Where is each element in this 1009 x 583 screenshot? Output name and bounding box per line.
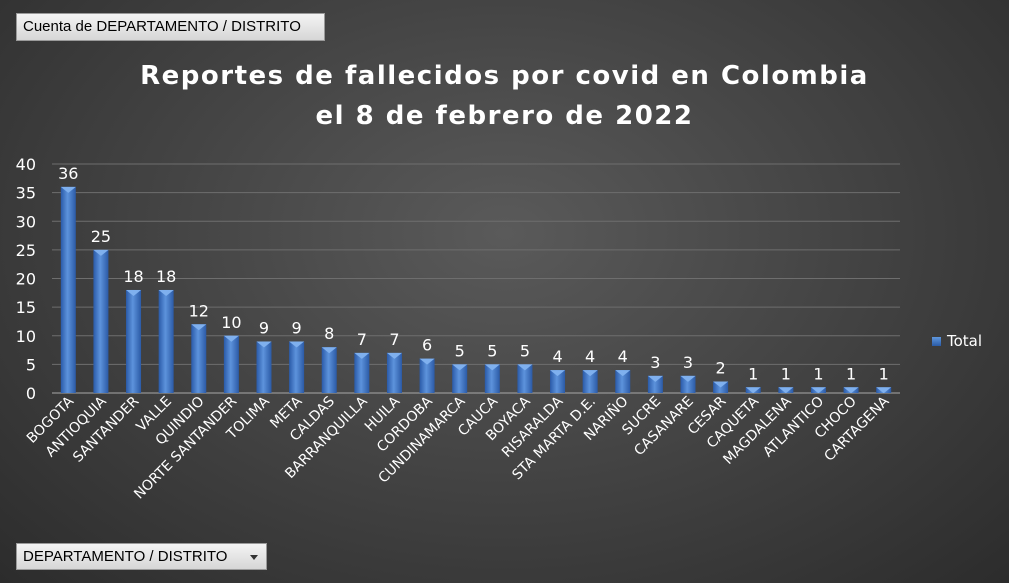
data-label: 4 <box>618 347 628 366</box>
bar[interactable] <box>778 387 794 394</box>
bar[interactable] <box>386 352 402 393</box>
data-label: 5 <box>455 341 465 360</box>
chart-title-line-2: el 8 de febrero de 2022 <box>315 101 694 131</box>
bar[interactable] <box>126 289 142 393</box>
bar[interactable] <box>256 341 272 393</box>
data-label: 5 <box>487 341 497 360</box>
data-label: 9 <box>292 318 302 337</box>
data-label: 1 <box>846 364 856 383</box>
data-label: 36 <box>58 164 78 183</box>
data-label: 4 <box>552 347 562 366</box>
legend: Total <box>932 332 982 350</box>
dropdown-arrow-icon[interactable] <box>250 555 258 560</box>
x-axis: BOGOTAANTIOQUIASANTANDERVALLEQUINDIONORT… <box>24 393 893 503</box>
bar[interactable] <box>223 335 239 393</box>
bar[interactable] <box>550 370 566 393</box>
data-label: 5 <box>520 341 530 360</box>
bar[interactable] <box>289 341 305 393</box>
y-tick-label: 30 <box>16 212 36 231</box>
axis-field-label: DEPARTAMENTO / DISTRITO <box>23 548 228 565</box>
bar[interactable] <box>713 381 729 393</box>
y-tick-label: 20 <box>16 270 36 289</box>
y-tick-label: 0 <box>26 384 36 403</box>
bar[interactable] <box>60 186 76 393</box>
bar[interactable] <box>191 324 207 393</box>
bar[interactable] <box>810 387 826 394</box>
data-label: 1 <box>879 364 889 383</box>
bar[interactable] <box>745 387 761 394</box>
chart-title-line-1: Reportes de fallecidos por covid en Colo… <box>140 61 869 91</box>
bar[interactable] <box>582 370 598 393</box>
data-label: 7 <box>357 330 367 349</box>
data-label: 1 <box>813 364 823 383</box>
legend-label-total: Total <box>947 332 983 350</box>
bar[interactable] <box>680 375 696 393</box>
data-labels: 36 25 18 18 12 10 9 9 8 7 7 6 5 5 5 4 4 4 3 3 2 1 1 1 1 1 <box>58 164 889 383</box>
data-label: 8 <box>324 324 334 343</box>
data-label: 12 <box>189 301 209 320</box>
bar[interactable] <box>517 364 533 393</box>
bar[interactable] <box>615 370 631 393</box>
bars <box>60 186 892 394</box>
data-label: 18 <box>123 267 143 286</box>
data-label: 3 <box>650 353 660 372</box>
legend-swatch <box>932 336 941 346</box>
data-label: 4 <box>585 347 595 366</box>
bar[interactable] <box>647 375 663 393</box>
data-label: 25 <box>91 227 111 246</box>
data-label: 10 <box>221 313 241 332</box>
bar[interactable] <box>93 249 109 393</box>
data-label: 1 <box>781 364 791 383</box>
y-axis: 0 5 10 15 20 25 30 35 40 <box>16 155 36 403</box>
bar[interactable] <box>158 289 174 393</box>
value-field-button[interactable]: Cuenta de DEPARTAMENTO / DISTRITO <box>16 13 325 41</box>
y-tick-label: 35 <box>16 184 36 203</box>
bar[interactable] <box>876 387 892 394</box>
y-tick-label: 25 <box>16 241 36 260</box>
y-tick-label: 40 <box>16 155 36 174</box>
y-tick-label: 15 <box>16 298 36 317</box>
gridlines <box>52 163 900 394</box>
data-label: 18 <box>156 267 176 286</box>
bar[interactable] <box>452 364 468 393</box>
data-label: 2 <box>716 359 726 378</box>
bar[interactable] <box>419 358 435 393</box>
data-label: 9 <box>259 318 269 337</box>
bar[interactable] <box>321 347 337 393</box>
axis-field-dropdown[interactable]: DEPARTAMENTO / DISTRITO <box>16 543 267 570</box>
data-label: 7 <box>389 330 399 349</box>
bar[interactable] <box>484 364 500 393</box>
bar[interactable] <box>843 387 859 394</box>
data-label: 1 <box>748 364 758 383</box>
y-tick-label: 5 <box>26 355 36 374</box>
y-tick-label: 10 <box>16 327 36 346</box>
data-label: 6 <box>422 336 432 355</box>
bar[interactable] <box>354 352 370 393</box>
data-label: 3 <box>683 353 693 372</box>
